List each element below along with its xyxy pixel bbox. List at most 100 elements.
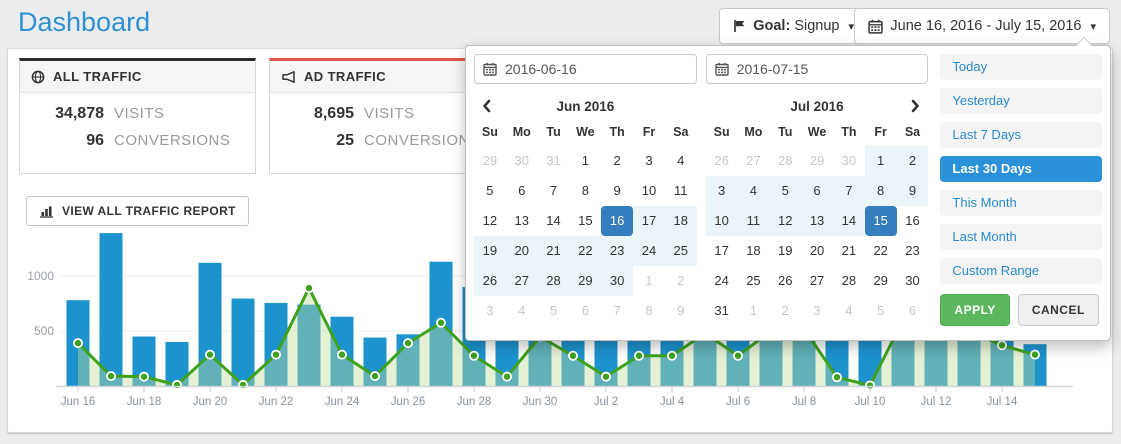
calendar-day[interactable]: 1 bbox=[633, 266, 665, 296]
line-point[interactable] bbox=[569, 352, 577, 359]
calendar-day[interactable]: 9 bbox=[664, 296, 697, 326]
calendar-day[interactable]: 7 bbox=[549, 183, 558, 198]
calendar-day[interactable]: 4 bbox=[737, 176, 770, 206]
apply-button[interactable]: APPLY bbox=[940, 294, 1010, 326]
calendar-day[interactable]: 2 bbox=[613, 153, 621, 168]
calendar-day[interactable]: 16 bbox=[905, 213, 920, 228]
end-date-input[interactable] bbox=[706, 55, 928, 83]
calendar-day[interactable]: 26 bbox=[474, 266, 506, 296]
calendar-day[interactable]: 2 bbox=[896, 146, 929, 176]
calendar-day[interactable]: 31 bbox=[537, 146, 570, 176]
line-point[interactable] bbox=[206, 351, 214, 358]
calendar-day[interactable]: 28 bbox=[769, 146, 802, 176]
line-point[interactable] bbox=[1031, 351, 1039, 358]
calendar-day[interactable]: 3 bbox=[474, 296, 506, 326]
calendar-day[interactable]: 30 bbox=[601, 266, 634, 296]
calendar-day[interactable]: 31 bbox=[714, 303, 729, 318]
calendar-day[interactable]: 20 bbox=[505, 236, 538, 266]
calendar-day[interactable]: 6 bbox=[518, 183, 526, 198]
calendar-day[interactable]: 30 bbox=[905, 273, 920, 288]
calendar-day[interactable]: 4 bbox=[832, 296, 865, 326]
calendar-day[interactable]: 13 bbox=[514, 213, 529, 228]
calendar-day[interactable]: 26 bbox=[778, 273, 793, 288]
line-point[interactable] bbox=[338, 351, 346, 358]
calendar-day[interactable]: 5 bbox=[769, 176, 802, 206]
calendar-day[interactable]: 29 bbox=[569, 266, 602, 296]
calendar-day[interactable]: 29 bbox=[474, 146, 506, 176]
calendar-day[interactable]: 15 bbox=[864, 206, 897, 236]
calendar-day[interactable]: 6 bbox=[896, 296, 929, 326]
calendar-day[interactable]: 29 bbox=[801, 146, 833, 176]
line-point[interactable] bbox=[998, 342, 1006, 349]
calendar-day[interactable]: 5 bbox=[537, 296, 570, 326]
line-point[interactable] bbox=[140, 373, 148, 380]
calendar-day[interactable]: 5 bbox=[864, 296, 897, 326]
preset-this-month[interactable]: This Month bbox=[940, 190, 1103, 216]
calendar-day[interactable]: 12 bbox=[482, 213, 498, 228]
bar[interactable] bbox=[165, 342, 189, 386]
calendar-day[interactable]: 3 bbox=[645, 153, 653, 168]
calendar-day[interactable]: 23 bbox=[905, 243, 920, 258]
calendar-day[interactable]: 9 bbox=[613, 183, 621, 198]
calendar-day[interactable]: 3 bbox=[705, 176, 738, 206]
cancel-button[interactable]: CANCEL bbox=[1017, 294, 1099, 326]
calendar-day[interactable]: 29 bbox=[873, 273, 888, 288]
calendar-day[interactable]: 25 bbox=[664, 236, 697, 266]
calendar-day[interactable]: 18 bbox=[746, 243, 761, 258]
line-point[interactable] bbox=[833, 374, 841, 381]
line-point[interactable] bbox=[272, 351, 280, 358]
line-point[interactable] bbox=[371, 372, 379, 380]
calendar-day[interactable]: 11 bbox=[737, 206, 770, 236]
calendar-day[interactable]: 1 bbox=[737, 296, 770, 326]
calendar-day[interactable]: 15 bbox=[578, 213, 593, 228]
calendar-day[interactable]: 8 bbox=[581, 183, 589, 198]
calendar-day[interactable]: 17 bbox=[714, 243, 729, 258]
calendar-day[interactable]: 27 bbox=[737, 146, 770, 176]
calendar-day[interactable]: 1 bbox=[581, 153, 589, 168]
line-point[interactable] bbox=[602, 373, 610, 380]
calendar-day[interactable]: 19 bbox=[474, 236, 506, 266]
calendar-day[interactable]: 21 bbox=[537, 236, 570, 266]
calendar-day[interactable]: 30 bbox=[832, 146, 865, 176]
preset-last-30-days[interactable]: Last 30 Days bbox=[940, 156, 1103, 182]
date-range-button[interactable]: June 16, 2016 - July 15, 2016 ▾ bbox=[854, 8, 1110, 44]
calendar-day[interactable]: 26 bbox=[705, 146, 738, 176]
calendar-day[interactable]: 22 bbox=[873, 243, 888, 258]
calendar-day[interactable]: 24 bbox=[714, 273, 729, 288]
goal-selector-button[interactable]: Goal: Signup ▾ bbox=[719, 8, 868, 44]
calendar-day[interactable]: 18 bbox=[664, 206, 697, 236]
calendar-day[interactable]: 14 bbox=[832, 206, 865, 236]
bar[interactable] bbox=[297, 304, 321, 386]
bar[interactable] bbox=[198, 262, 222, 386]
preset-yesterday[interactable]: Yesterday bbox=[940, 88, 1103, 114]
calendar-day[interactable]: 3 bbox=[801, 296, 833, 326]
calendar-day[interactable]: 7 bbox=[601, 296, 634, 326]
calendar-day[interactable]: 20 bbox=[809, 243, 825, 258]
calendar-day[interactable]: 10 bbox=[641, 183, 657, 198]
calendar-day[interactable]: 1 bbox=[864, 146, 897, 176]
line-point[interactable] bbox=[635, 352, 643, 359]
calendar-day[interactable]: 25 bbox=[746, 273, 761, 288]
start-date-input[interactable] bbox=[475, 55, 696, 83]
chevron-right-icon[interactable] bbox=[911, 99, 920, 113]
calendar-day[interactable]: 4 bbox=[505, 296, 538, 326]
bar[interactable] bbox=[231, 298, 255, 386]
calendar-day[interactable]: 5 bbox=[486, 183, 494, 198]
line-point[interactable] bbox=[734, 352, 742, 359]
preset-last-month[interactable]: Last Month bbox=[940, 224, 1103, 250]
preset-today[interactable]: Today bbox=[940, 54, 1103, 80]
calendar-day[interactable]: 27 bbox=[505, 266, 538, 296]
preset-custom-range[interactable]: Custom Range bbox=[940, 258, 1103, 284]
preset-last-7-days[interactable]: Last 7 Days bbox=[940, 122, 1103, 148]
calendar-day[interactable]: 9 bbox=[896, 176, 929, 206]
calendar-day[interactable]: 7 bbox=[832, 176, 865, 206]
bar[interactable] bbox=[132, 336, 156, 387]
calendar-day[interactable]: 16 bbox=[601, 206, 634, 236]
line-point[interactable] bbox=[668, 352, 676, 359]
bar[interactable] bbox=[99, 233, 123, 386]
calendar-day[interactable]: 11 bbox=[674, 183, 688, 198]
view-all-traffic-report-button[interactable]: VIEW ALL TRAFFIC REPORT bbox=[26, 196, 249, 226]
line-point[interactable] bbox=[74, 339, 82, 347]
calendar-day[interactable]: 6 bbox=[801, 176, 833, 206]
line-point[interactable] bbox=[305, 284, 313, 292]
